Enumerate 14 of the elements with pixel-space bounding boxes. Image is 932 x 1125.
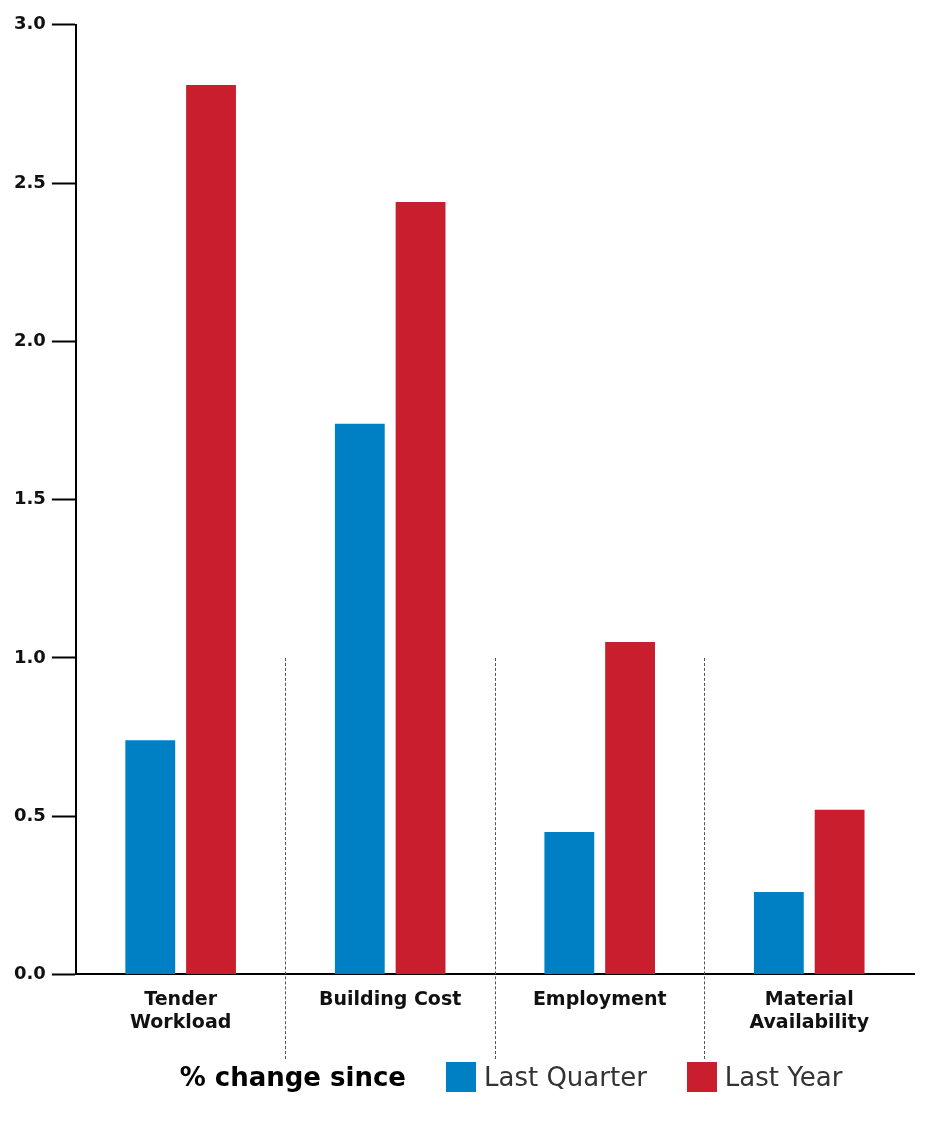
- x-tick-label: Building Cost: [319, 986, 462, 1009]
- y-tick-label: 0.0: [14, 962, 46, 984]
- y-tick-label: 1.0: [14, 645, 46, 667]
- x-tick-label: Material Availability: [749, 986, 870, 1032]
- y-tick-label: 2.0: [14, 329, 46, 351]
- y-tick-label: 2.5: [14, 170, 46, 192]
- x-tick-label: Tender Workload: [129, 986, 232, 1032]
- legend-label: Last Quarter: [483, 1062, 647, 1092]
- y-tick-label: 3.0: [14, 12, 46, 34]
- y-tick-label: 0.5: [14, 803, 46, 825]
- legend-label: Last Year: [724, 1062, 843, 1092]
- x-tick-label: Employment: [532, 986, 667, 1009]
- y-tick-label: 1.5: [14, 487, 46, 509]
- legend-title: % change since: [179, 1062, 406, 1092]
